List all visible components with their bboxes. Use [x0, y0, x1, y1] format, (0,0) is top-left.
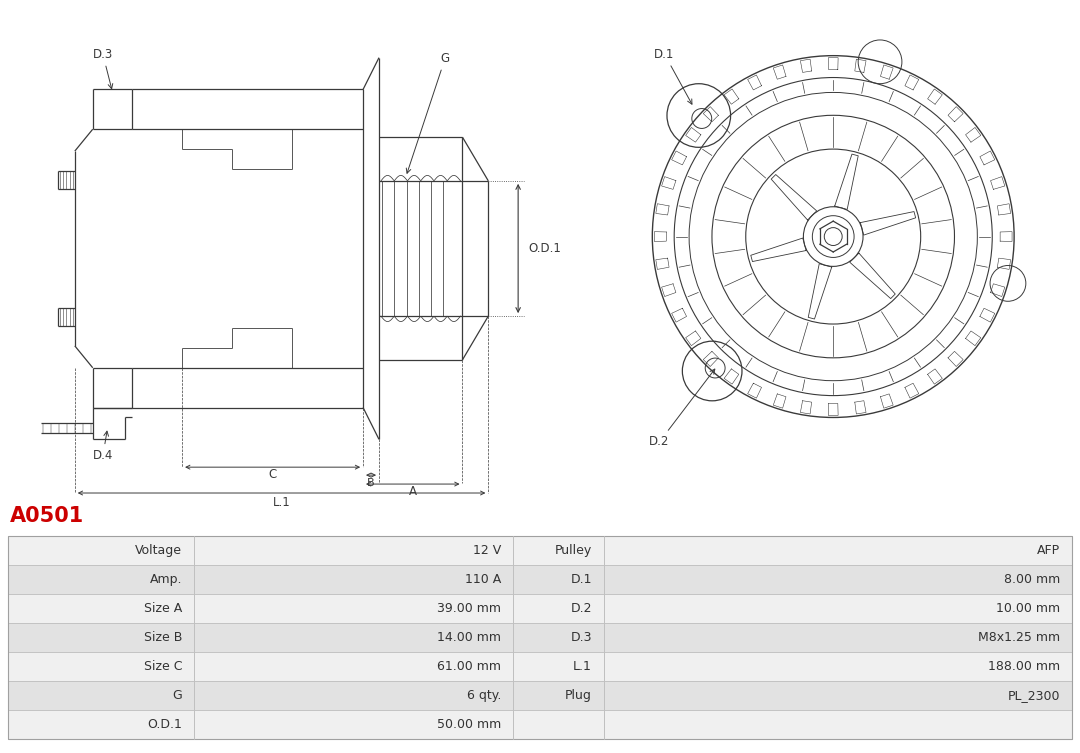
- Text: Plug: Plug: [565, 689, 592, 702]
- FancyBboxPatch shape: [8, 681, 194, 710]
- Text: Amp.: Amp.: [150, 573, 183, 586]
- Text: L.1: L.1: [573, 660, 592, 673]
- Text: O.D.1: O.D.1: [147, 718, 183, 731]
- Text: D.1: D.1: [654, 47, 692, 104]
- FancyBboxPatch shape: [194, 652, 513, 681]
- Text: 10.00 mm: 10.00 mm: [996, 602, 1059, 615]
- Text: 61.00 mm: 61.00 mm: [437, 660, 501, 673]
- Text: AFP: AFP: [1037, 544, 1059, 557]
- Text: Size A: Size A: [144, 602, 183, 615]
- Text: 188.00 mm: 188.00 mm: [988, 660, 1059, 673]
- Text: Size C: Size C: [144, 660, 183, 673]
- Text: 6 qty.: 6 qty.: [467, 689, 501, 702]
- Text: G: G: [406, 52, 449, 173]
- Text: PL_2300: PL_2300: [1008, 689, 1059, 702]
- Text: 12 V: 12 V: [473, 544, 501, 557]
- Text: B: B: [367, 478, 375, 488]
- FancyBboxPatch shape: [194, 594, 513, 623]
- Text: C: C: [269, 468, 276, 481]
- FancyBboxPatch shape: [513, 623, 604, 652]
- FancyBboxPatch shape: [604, 623, 1072, 652]
- FancyBboxPatch shape: [8, 536, 194, 565]
- Text: D.2: D.2: [570, 602, 592, 615]
- FancyBboxPatch shape: [513, 710, 604, 739]
- Text: A: A: [408, 485, 417, 498]
- Text: Size B: Size B: [144, 631, 183, 644]
- Text: 110 A: 110 A: [465, 573, 501, 586]
- FancyBboxPatch shape: [194, 536, 513, 565]
- Text: L.1: L.1: [272, 496, 291, 509]
- FancyBboxPatch shape: [604, 594, 1072, 623]
- FancyBboxPatch shape: [513, 594, 604, 623]
- Text: Voltage: Voltage: [135, 544, 183, 557]
- Text: D.2: D.2: [649, 369, 715, 448]
- FancyBboxPatch shape: [194, 565, 513, 594]
- FancyBboxPatch shape: [194, 623, 513, 652]
- Text: D.1: D.1: [570, 573, 592, 586]
- FancyBboxPatch shape: [8, 710, 194, 739]
- FancyBboxPatch shape: [513, 565, 604, 594]
- FancyBboxPatch shape: [604, 652, 1072, 681]
- Text: Pulley: Pulley: [555, 544, 592, 557]
- FancyBboxPatch shape: [513, 681, 604, 710]
- Text: D.3: D.3: [570, 631, 592, 644]
- Text: 39.00 mm: 39.00 mm: [437, 602, 501, 615]
- Text: 50.00 mm: 50.00 mm: [437, 718, 501, 731]
- FancyBboxPatch shape: [8, 623, 194, 652]
- Text: D.3: D.3: [93, 47, 113, 89]
- FancyBboxPatch shape: [8, 565, 194, 594]
- Text: 14.00 mm: 14.00 mm: [437, 631, 501, 644]
- FancyBboxPatch shape: [8, 594, 194, 623]
- Text: A0501: A0501: [10, 506, 84, 526]
- FancyBboxPatch shape: [604, 710, 1072, 739]
- FancyBboxPatch shape: [604, 565, 1072, 594]
- FancyBboxPatch shape: [604, 681, 1072, 710]
- Text: 8.00 mm: 8.00 mm: [1003, 573, 1059, 586]
- FancyBboxPatch shape: [604, 536, 1072, 565]
- FancyBboxPatch shape: [513, 652, 604, 681]
- FancyBboxPatch shape: [8, 652, 194, 681]
- Text: O.D.1: O.D.1: [528, 242, 561, 255]
- Text: M8x1.25 mm: M8x1.25 mm: [977, 631, 1059, 644]
- FancyBboxPatch shape: [513, 536, 604, 565]
- Text: D.4: D.4: [93, 431, 113, 462]
- Text: G: G: [173, 689, 183, 702]
- FancyBboxPatch shape: [194, 681, 513, 710]
- FancyBboxPatch shape: [194, 710, 513, 739]
